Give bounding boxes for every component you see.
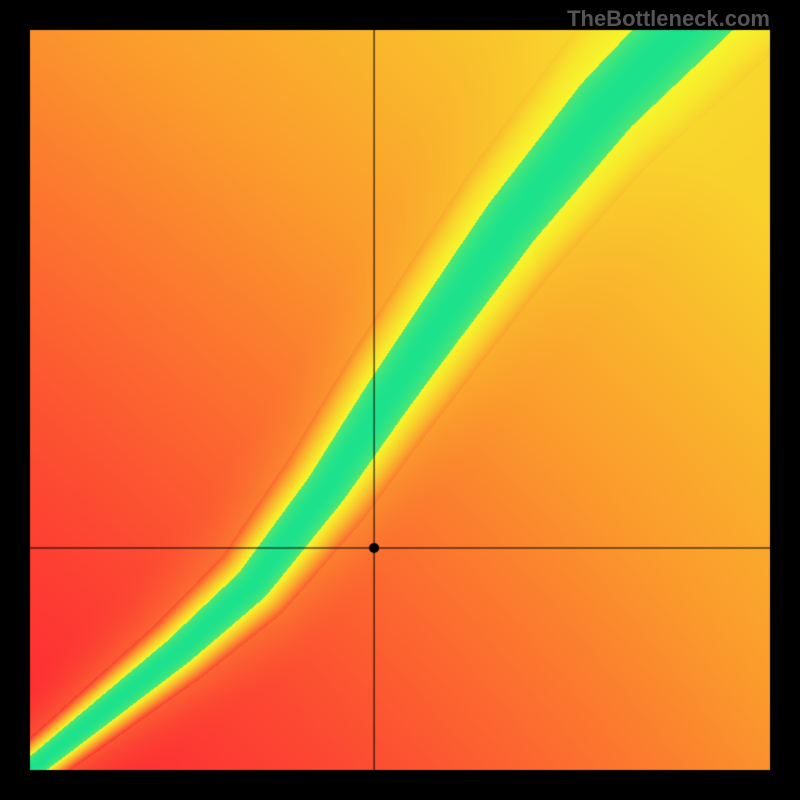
figure-container: TheBottleneck.com	[0, 0, 800, 800]
watermark-text: TheBottleneck.com	[567, 6, 770, 32]
heatmap-canvas	[0, 0, 800, 800]
